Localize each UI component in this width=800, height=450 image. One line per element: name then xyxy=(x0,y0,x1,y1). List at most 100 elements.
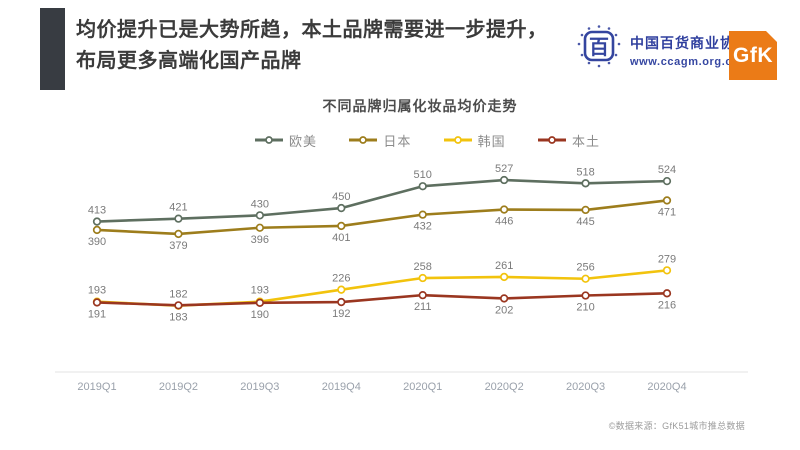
value-label-local: 210 xyxy=(576,302,594,314)
value-label-korea: 193 xyxy=(88,285,106,297)
value-label-japan: 432 xyxy=(414,221,432,233)
series-line-japan xyxy=(95,199,669,236)
data-point-europe_us xyxy=(174,214,183,223)
value-label-europe_us: 430 xyxy=(251,198,269,210)
value-label-korea: 279 xyxy=(658,253,676,265)
data-point-japan xyxy=(662,196,672,205)
value-label-local: 190 xyxy=(251,309,269,321)
legend-marker-icon xyxy=(349,136,378,144)
value-label-local: 211 xyxy=(414,301,432,313)
ccagm-website: www.ccagm.org.cn xyxy=(630,56,740,68)
data-point-japan xyxy=(581,205,590,215)
value-label-europe_us: 518 xyxy=(576,166,594,178)
value-label-local: 192 xyxy=(332,308,350,320)
x-axis-label: 2019Q4 xyxy=(322,381,361,393)
data-point-korea xyxy=(499,272,509,282)
ccagm-emblem-char: 百 xyxy=(589,37,609,59)
page-title-line2: 布局更多高端化国产品牌 xyxy=(76,50,302,72)
data-point-europe_us xyxy=(92,217,102,226)
data-point-europe_us xyxy=(499,175,509,185)
value-label-japan: 396 xyxy=(251,234,269,246)
legend-marker-icon xyxy=(255,136,283,144)
data-point-korea xyxy=(662,266,672,275)
chart-legend: 欧美 日本 韩国 本土 xyxy=(255,131,600,150)
value-label-japan: 446 xyxy=(495,216,513,228)
data-source-note: ©数据来源：GfK51城市推总数据 xyxy=(608,421,745,431)
x-axis-label: 2020Q4 xyxy=(647,381,686,393)
x-axis-label: 2020Q2 xyxy=(485,381,524,393)
data-point-japan xyxy=(418,210,427,219)
value-label-europe_us: 450 xyxy=(332,191,350,203)
gfk-logo-text: GfK xyxy=(733,43,773,67)
data-point-japan xyxy=(174,229,183,239)
value-label-europe_us: 413 xyxy=(88,205,106,217)
gfk-logo: GfK xyxy=(729,31,777,80)
value-label-local: 183 xyxy=(169,311,187,323)
x-axis-label: 2019Q1 xyxy=(77,381,116,393)
value-label-local: 191 xyxy=(88,308,106,320)
data-point-europe_us xyxy=(581,179,590,188)
value-label-europe_us: 527 xyxy=(495,163,513,175)
value-label-korea: 258 xyxy=(414,261,432,273)
value-label-korea: 193 xyxy=(251,285,269,297)
x-axis-label: 2019Q2 xyxy=(159,381,198,393)
data-point-korea xyxy=(581,274,590,283)
value-label-japan: 379 xyxy=(169,240,187,252)
legend-item-korea: 韩国 xyxy=(443,131,506,150)
legend-item-japan: 日本 xyxy=(349,131,411,150)
legend-item-local: 本土 xyxy=(537,131,600,150)
data-point-europe_us xyxy=(255,211,265,220)
ccagm-logo: 百 中国百货商业协会 www.ccagm.org.cn xyxy=(576,24,750,72)
data-point-local xyxy=(662,289,672,298)
value-label-europe_us: 510 xyxy=(414,169,432,181)
chart-title: 不同品牌归属化妆品均价走势 xyxy=(322,98,518,114)
data-point-japan xyxy=(499,205,509,214)
value-label-korea: 182 xyxy=(169,289,187,301)
data-point-korea xyxy=(418,273,427,283)
legend-label: 日本 xyxy=(383,133,412,149)
value-label-korea: 226 xyxy=(332,273,350,285)
value-label-europe_us: 421 xyxy=(169,202,187,214)
data-point-japan xyxy=(92,225,102,235)
value-label-japan: 445 xyxy=(576,216,594,228)
data-point-europe_us xyxy=(662,176,672,186)
data-point-local xyxy=(581,291,590,300)
value-label-japan: 390 xyxy=(88,236,106,248)
data-point-local xyxy=(418,290,427,300)
data-point-japan xyxy=(255,223,265,232)
data-point-local xyxy=(337,297,346,307)
data-point-europe_us xyxy=(337,203,346,213)
value-label-local: 202 xyxy=(495,304,513,316)
legend-label: 欧美 xyxy=(289,133,318,149)
legend-marker-icon xyxy=(443,136,472,144)
x-axis-label: 2020Q3 xyxy=(566,381,605,393)
ccagm-emblem-icon: 百 xyxy=(577,25,621,68)
data-point-local xyxy=(499,294,509,303)
series-line-europe_us xyxy=(95,178,669,223)
data-point-japan xyxy=(337,221,346,231)
value-label-japan: 401 xyxy=(332,232,350,244)
data-point-local xyxy=(174,301,183,310)
title-accent-bar xyxy=(40,8,65,90)
data-point-europe_us xyxy=(418,182,427,191)
ccagm-org-name: 中国百货商业协会 xyxy=(630,35,750,51)
value-label-korea: 256 xyxy=(576,262,594,274)
page-title-line1: 均价提升已是大势所趋，本土品牌需要进一步提升， xyxy=(76,19,548,41)
data-point-korea xyxy=(337,285,346,294)
legend-item-europe_us: 欧美 xyxy=(255,131,317,150)
legend-label: 本土 xyxy=(571,133,600,149)
legend-label: 韩国 xyxy=(477,133,506,149)
x-axis-label: 2019Q3 xyxy=(240,381,279,393)
gfk-notch-shape xyxy=(766,31,777,42)
value-label-japan: 471 xyxy=(658,206,676,218)
data-point-local xyxy=(92,298,102,307)
value-label-europe_us: 524 xyxy=(658,164,676,176)
x-axis-label: 2020Q1 xyxy=(403,381,442,393)
series-line-local xyxy=(95,292,669,307)
value-label-local: 216 xyxy=(658,299,676,311)
page-title: 均价提升已是大势所趋，本土品牌需要进一步提升， 布局更多高端化国产品牌 xyxy=(76,15,556,77)
data-point-local xyxy=(255,298,265,307)
value-label-korea: 261 xyxy=(495,260,513,272)
